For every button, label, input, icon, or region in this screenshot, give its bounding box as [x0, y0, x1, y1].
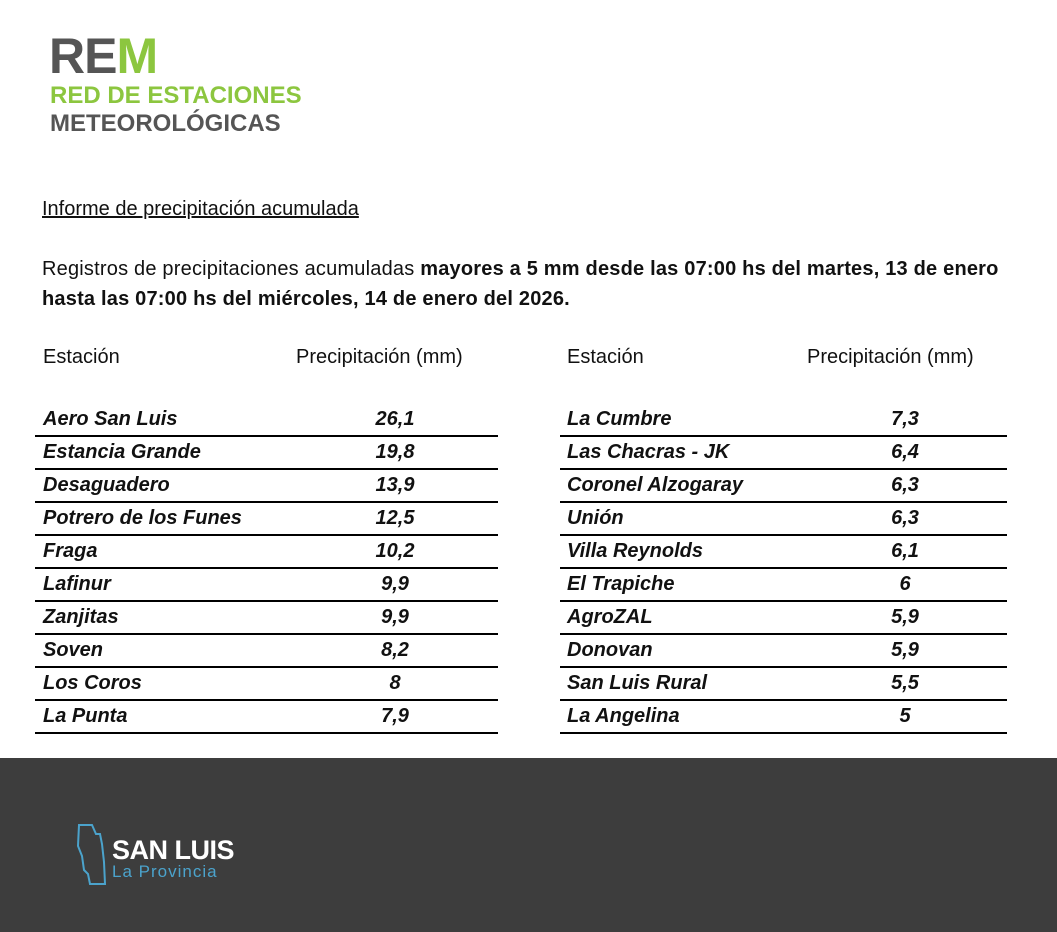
intro-bold: mayores a 5 mm desde las 07:00 hs del ma…: [42, 258, 999, 310]
station-name: La Angelina: [567, 705, 680, 727]
table-row: La Punta 7,9: [35, 701, 498, 734]
table-row: Zanjitas 9,9: [35, 602, 498, 635]
table-row: La Cumbre 7,3: [560, 404, 1007, 437]
station-name: Coronel Alzogaray: [567, 474, 743, 496]
footer-subtitle: La Provincia: [112, 862, 218, 881]
footer: [0, 758, 1057, 932]
station-name: Desaguadero: [43, 474, 170, 496]
table-row: Lafinur 9,9: [35, 569, 498, 602]
table-row: Coronel Alzogaray 6,3: [560, 470, 1007, 503]
logo-line: METEOROLÓGICAS: [50, 110, 281, 137]
table: Estación Precipitación (mm) Aero San Luis 2…: [35, 346, 498, 734]
station-name: AgroZAL: [567, 606, 653, 628]
table-header: Estación Precipitación (mm): [560, 346, 1007, 376]
station-name: Potrero de los Funes: [43, 507, 242, 529]
precipitation-value: 9,9: [381, 573, 409, 595]
precipitation-value: 5,9: [891, 606, 919, 628]
station-name: Villa Reynolds: [567, 540, 703, 562]
footer-name: SAN LUIS: [112, 835, 235, 865]
precipitation-value: 6,3: [891, 507, 919, 529]
station-name: La Punta: [43, 705, 128, 727]
station-name: Unión: [567, 507, 624, 529]
station-name: Estancia Grande: [43, 441, 201, 463]
province-icon: [76, 824, 107, 885]
header-cell: Precipitación (mm): [807, 346, 974, 368]
precipitation-value: 7,9: [381, 705, 409, 727]
table-row: Desaguadero 13,9: [35, 470, 498, 503]
logo-mark-gray: RE: [49, 28, 117, 84]
station-name: La Cumbre: [567, 408, 672, 430]
header-cell: Precipitación (mm): [296, 346, 463, 368]
precipitation-value: 8: [389, 672, 401, 694]
precipitation-value: 5: [899, 705, 911, 727]
table-row: San Luis Rural 5,5: [560, 668, 1007, 701]
table-row: Aero San Luis 26,1: [35, 404, 498, 437]
report-title: Informe de precipitación acumulada: [42, 198, 359, 220]
station-name: Zanjitas: [43, 606, 119, 628]
report-intro: Registros de precipitaciones acumuladas …: [42, 254, 1037, 314]
logo-mark: REM: [49, 28, 158, 84]
precipitation-value: 6,3: [891, 474, 919, 496]
logo-line: RED DE ESTACIONES: [50, 82, 302, 109]
station-name: El Trapiche: [567, 573, 675, 595]
table-row: Unión 6,3: [560, 503, 1007, 536]
station-name: Los Coros: [43, 672, 142, 694]
header-cell: Estación: [43, 346, 120, 368]
table-row: Villa Reynolds 6,1: [560, 536, 1007, 569]
precipitation-value: 13,9: [375, 474, 415, 496]
precipitation-value: 7,3: [891, 408, 919, 430]
logo-mark-green: M: [116, 28, 158, 84]
intro-text: Registros de precipitaciones acumuladas: [42, 258, 415, 280]
station-name: Lafinur: [43, 573, 111, 595]
station-name: Las Chacras - JK: [567, 441, 730, 463]
table-body: Aero San Luis 26,1 Estancia Grande 19,8 Desa…: [35, 404, 498, 734]
precipitation-value: 6,4: [891, 441, 919, 463]
table-row: Estancia Grande 19,8: [35, 437, 498, 470]
table-row: Donovan 5,9: [560, 635, 1007, 668]
station-name: Aero San Luis: [43, 408, 178, 430]
precipitation-value: 9,9: [381, 606, 409, 628]
station-name: San Luis Rural: [567, 672, 708, 694]
header-cell: Estación: [567, 346, 644, 368]
table-body: La Cumbre 7,3 Las Chacras - JK 6,4 Coronel A…: [560, 404, 1007, 734]
table-row: Las Chacras - JK 6,4: [560, 437, 1007, 470]
table-row: Fraga 10,2: [35, 536, 498, 569]
precipitation-value: 19,8: [375, 441, 415, 463]
precipitation-value: 26,1: [375, 408, 415, 430]
table-row: Soven 8,2: [35, 635, 498, 668]
station-name: Donovan: [567, 639, 653, 661]
station-name: Soven: [43, 639, 104, 661]
station-name: Fraga: [43, 540, 98, 562]
table-row: Los Coros 8: [35, 668, 498, 701]
table-header: Estación Precipitación (mm): [35, 346, 498, 376]
precipitation-value: 8,2: [381, 639, 409, 661]
table-row: La Angelina 5: [560, 701, 1007, 734]
precipitation-value: 6: [899, 573, 911, 595]
precipitation-value: 12,5: [375, 507, 415, 529]
precipitation-value: 5,5: [891, 672, 919, 694]
table-row: El Trapiche 6: [560, 569, 1007, 602]
precipitation-value: 10,2: [375, 540, 415, 562]
precipitation-value: 5,9: [891, 639, 919, 661]
precipitation-value: 6,1: [891, 540, 919, 562]
table-row: AgroZAL 5,9: [560, 602, 1007, 635]
table-row: Potrero de los Funes 12,5: [35, 503, 498, 536]
table: Estación Precipitación (mm) La Cumbre 7,3 La…: [560, 346, 1007, 734]
